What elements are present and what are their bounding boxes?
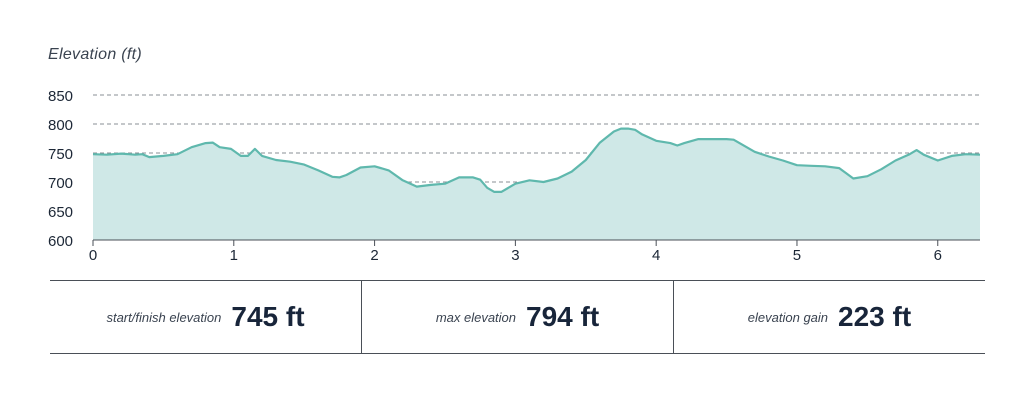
stat-value: 745 ft (231, 301, 305, 332)
y-tick-label: 600 (48, 233, 73, 250)
y-tick-label: 850 (48, 88, 73, 105)
elevation-series (92, 127, 981, 240)
axes: 600 650 700 750 800 850 0 1 2 3 4 5 6 (48, 88, 980, 264)
x-tick-label: 4 (652, 247, 660, 264)
y-tick-label: 800 (48, 117, 73, 134)
stats-bar: start/finish elevation 745 ft max elevat… (50, 280, 985, 354)
y-axis-title: Elevation (ft) (48, 46, 143, 63)
x-tick-label: 0 (89, 247, 97, 264)
x-tick-label: 5 (793, 247, 801, 264)
x-tick-label: 6 (934, 247, 942, 264)
y-tick-label: 750 (48, 146, 73, 163)
stat-label: elevation gain (747, 309, 829, 325)
stat-value: 794 ft (526, 301, 600, 332)
stat-label: start/finish elevation (106, 309, 222, 325)
stat-elevation-gain: elevation gain 223 ft (673, 281, 985, 353)
stat-start-finish: start/finish elevation 745 ft (50, 281, 361, 353)
elevation-chart: 600 650 700 750 800 850 0 1 2 3 4 5 6 (48, 88, 981, 264)
y-tick-label: 650 (48, 204, 73, 221)
x-tick-label: 2 (370, 247, 378, 264)
y-tick-label: 700 (48, 175, 73, 192)
x-tick-label: 1 (230, 247, 238, 264)
elevation-area (93, 128, 980, 240)
x-tick-label: 3 (511, 247, 519, 264)
stat-label: max elevation (435, 309, 517, 325)
stat-value: 223 ft (838, 301, 912, 332)
elevation-line (92, 127, 981, 193)
stat-max-elevation: max elevation 794 ft (361, 281, 673, 353)
